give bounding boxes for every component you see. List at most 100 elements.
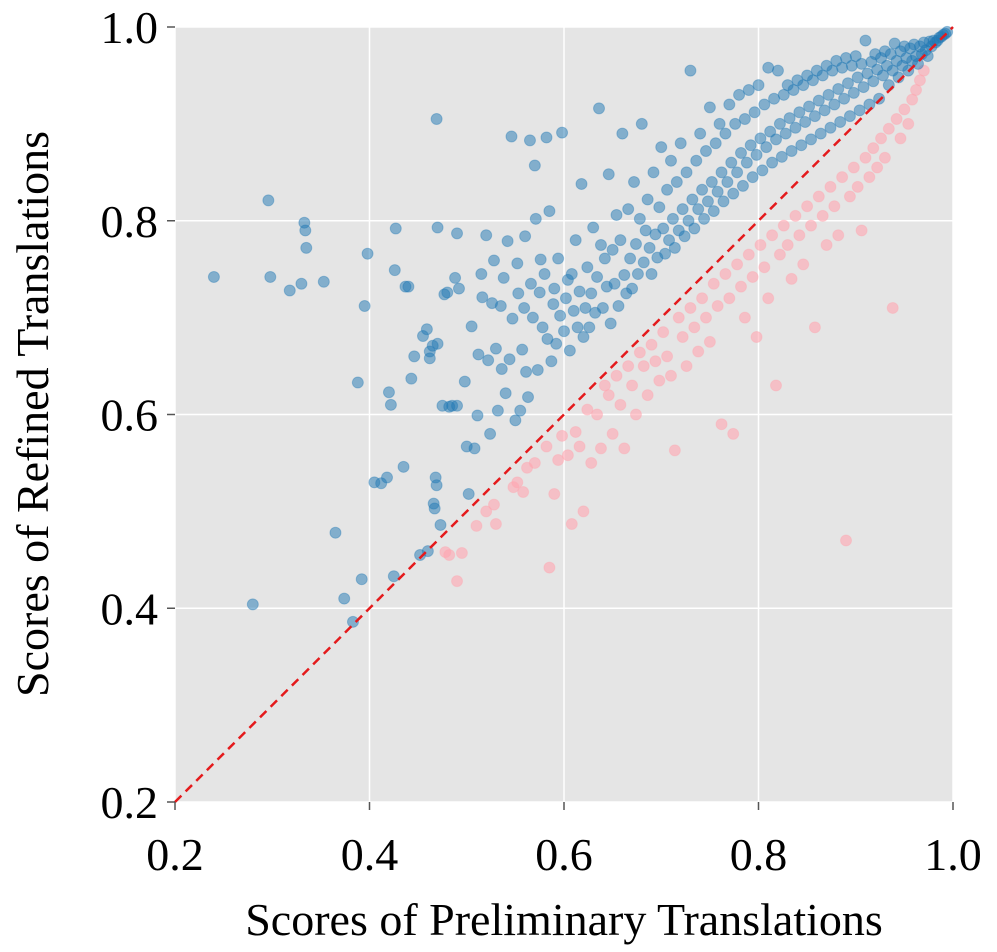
- pink-data-point: [867, 142, 880, 155]
- blue-data-point: [587, 221, 600, 234]
- pink-data-point: [598, 379, 611, 392]
- pink-data-point: [828, 200, 841, 213]
- blue-data-point: [476, 291, 489, 304]
- blue-data-point: [548, 282, 561, 295]
- pink-data-point: [622, 360, 635, 373]
- blue-data-point: [405, 372, 418, 385]
- blue-data-point: [698, 212, 711, 225]
- pink-data-point: [511, 476, 524, 489]
- blue-data-point: [734, 146, 747, 159]
- pink-data-point: [688, 321, 701, 334]
- blue-data-point: [317, 275, 330, 288]
- blue-data-point: [540, 131, 553, 144]
- blue-data-point: [655, 141, 668, 154]
- blue-data-point: [682, 214, 695, 227]
- pink-data-point: [805, 219, 818, 232]
- blue-data-point: [624, 252, 637, 265]
- blue-data-point: [705, 176, 718, 188]
- blue-data-point: [610, 208, 623, 221]
- blue-data-point: [207, 270, 220, 283]
- blue-data-point: [795, 139, 808, 152]
- blue-data-point: [505, 130, 518, 143]
- blue-data-point: [622, 203, 635, 216]
- blue-data-point: [382, 386, 395, 399]
- blue-data-point: [487, 254, 500, 267]
- pink-data-point: [528, 456, 541, 469]
- blue-data-point: [583, 321, 596, 334]
- pink-data-point: [859, 151, 872, 164]
- pink-data-point: [633, 346, 646, 359]
- blue-data-point: [397, 460, 410, 473]
- reference-diagonal-line: [174, 26, 954, 803]
- blue-data-point: [594, 238, 607, 251]
- blue-data-point: [738, 113, 751, 126]
- blue-data-point: [329, 526, 342, 539]
- blue-data-point: [262, 194, 275, 207]
- pink-data-point: [719, 268, 732, 281]
- blue-data-point: [602, 168, 615, 181]
- blue-data-point: [859, 34, 872, 47]
- blue-data-point: [849, 50, 862, 63]
- pink-data-point: [731, 258, 744, 271]
- pink-data-point: [886, 301, 899, 314]
- blue-data-point: [402, 280, 415, 293]
- blue-data-point: [861, 67, 874, 80]
- x-tick-label: 0.4: [341, 829, 399, 880]
- pink-data-point: [746, 270, 759, 283]
- blue-data-point: [690, 154, 703, 167]
- blue-data-point: [511, 257, 524, 270]
- blue-data-point: [451, 227, 464, 240]
- blue-data-point: [569, 234, 582, 247]
- blue-data-point: [808, 110, 821, 123]
- pink-data-point: [727, 427, 740, 440]
- pink-data-point: [851, 180, 864, 193]
- blue-data-point: [458, 375, 471, 388]
- blue-data-point: [468, 442, 481, 455]
- pink-data-point: [543, 561, 556, 574]
- blue-data-point: [727, 187, 740, 200]
- blue-data-point: [643, 241, 656, 254]
- blue-data-point: [707, 205, 720, 218]
- blue-data-point: [283, 284, 296, 297]
- blue-data-point: [533, 286, 546, 299]
- pink-data-point: [581, 403, 594, 416]
- blue-data-point: [758, 98, 771, 111]
- pink-data-point: [606, 427, 619, 440]
- blue-data-point: [853, 104, 866, 117]
- pink-data-point: [847, 161, 860, 174]
- pink-data-point: [871, 161, 884, 174]
- pink-data-point: [785, 272, 798, 285]
- blue-data-point: [361, 247, 374, 260]
- blue-data-point: [661, 183, 674, 196]
- pink-data-point: [668, 444, 681, 457]
- pink-data-point: [878, 151, 891, 164]
- pink-data-point: [797, 258, 810, 271]
- blue-data-point: [744, 139, 757, 152]
- pink-data-point: [820, 238, 833, 251]
- pink-data-point: [455, 547, 468, 560]
- pink-data-point: [832, 229, 845, 242]
- pink-data-point: [754, 238, 767, 251]
- blue-data-point: [783, 112, 796, 125]
- blue-data-point: [736, 179, 749, 192]
- blue-data-point: [664, 154, 677, 167]
- blue-data-point: [626, 282, 639, 295]
- blue-data-point: [423, 352, 436, 365]
- pink-data-point: [637, 360, 650, 373]
- blue-data-point: [719, 127, 732, 140]
- pink-data-point: [626, 379, 639, 392]
- blue-data-point: [639, 224, 652, 237]
- blue-data-point: [756, 164, 769, 177]
- blue-data-point: [631, 268, 644, 281]
- blue-data-point: [855, 57, 868, 70]
- blue-data-point: [480, 229, 493, 242]
- blue-data-point: [608, 277, 621, 290]
- pink-data-point: [898, 103, 911, 116]
- blue-data-point: [430, 113, 443, 126]
- pink-data-point: [577, 505, 590, 518]
- blue-data-point: [543, 205, 556, 218]
- blue-data-point: [593, 102, 606, 115]
- blue-data-point: [760, 141, 773, 154]
- blue-data-point: [484, 427, 497, 440]
- pink-data-point: [723, 292, 736, 305]
